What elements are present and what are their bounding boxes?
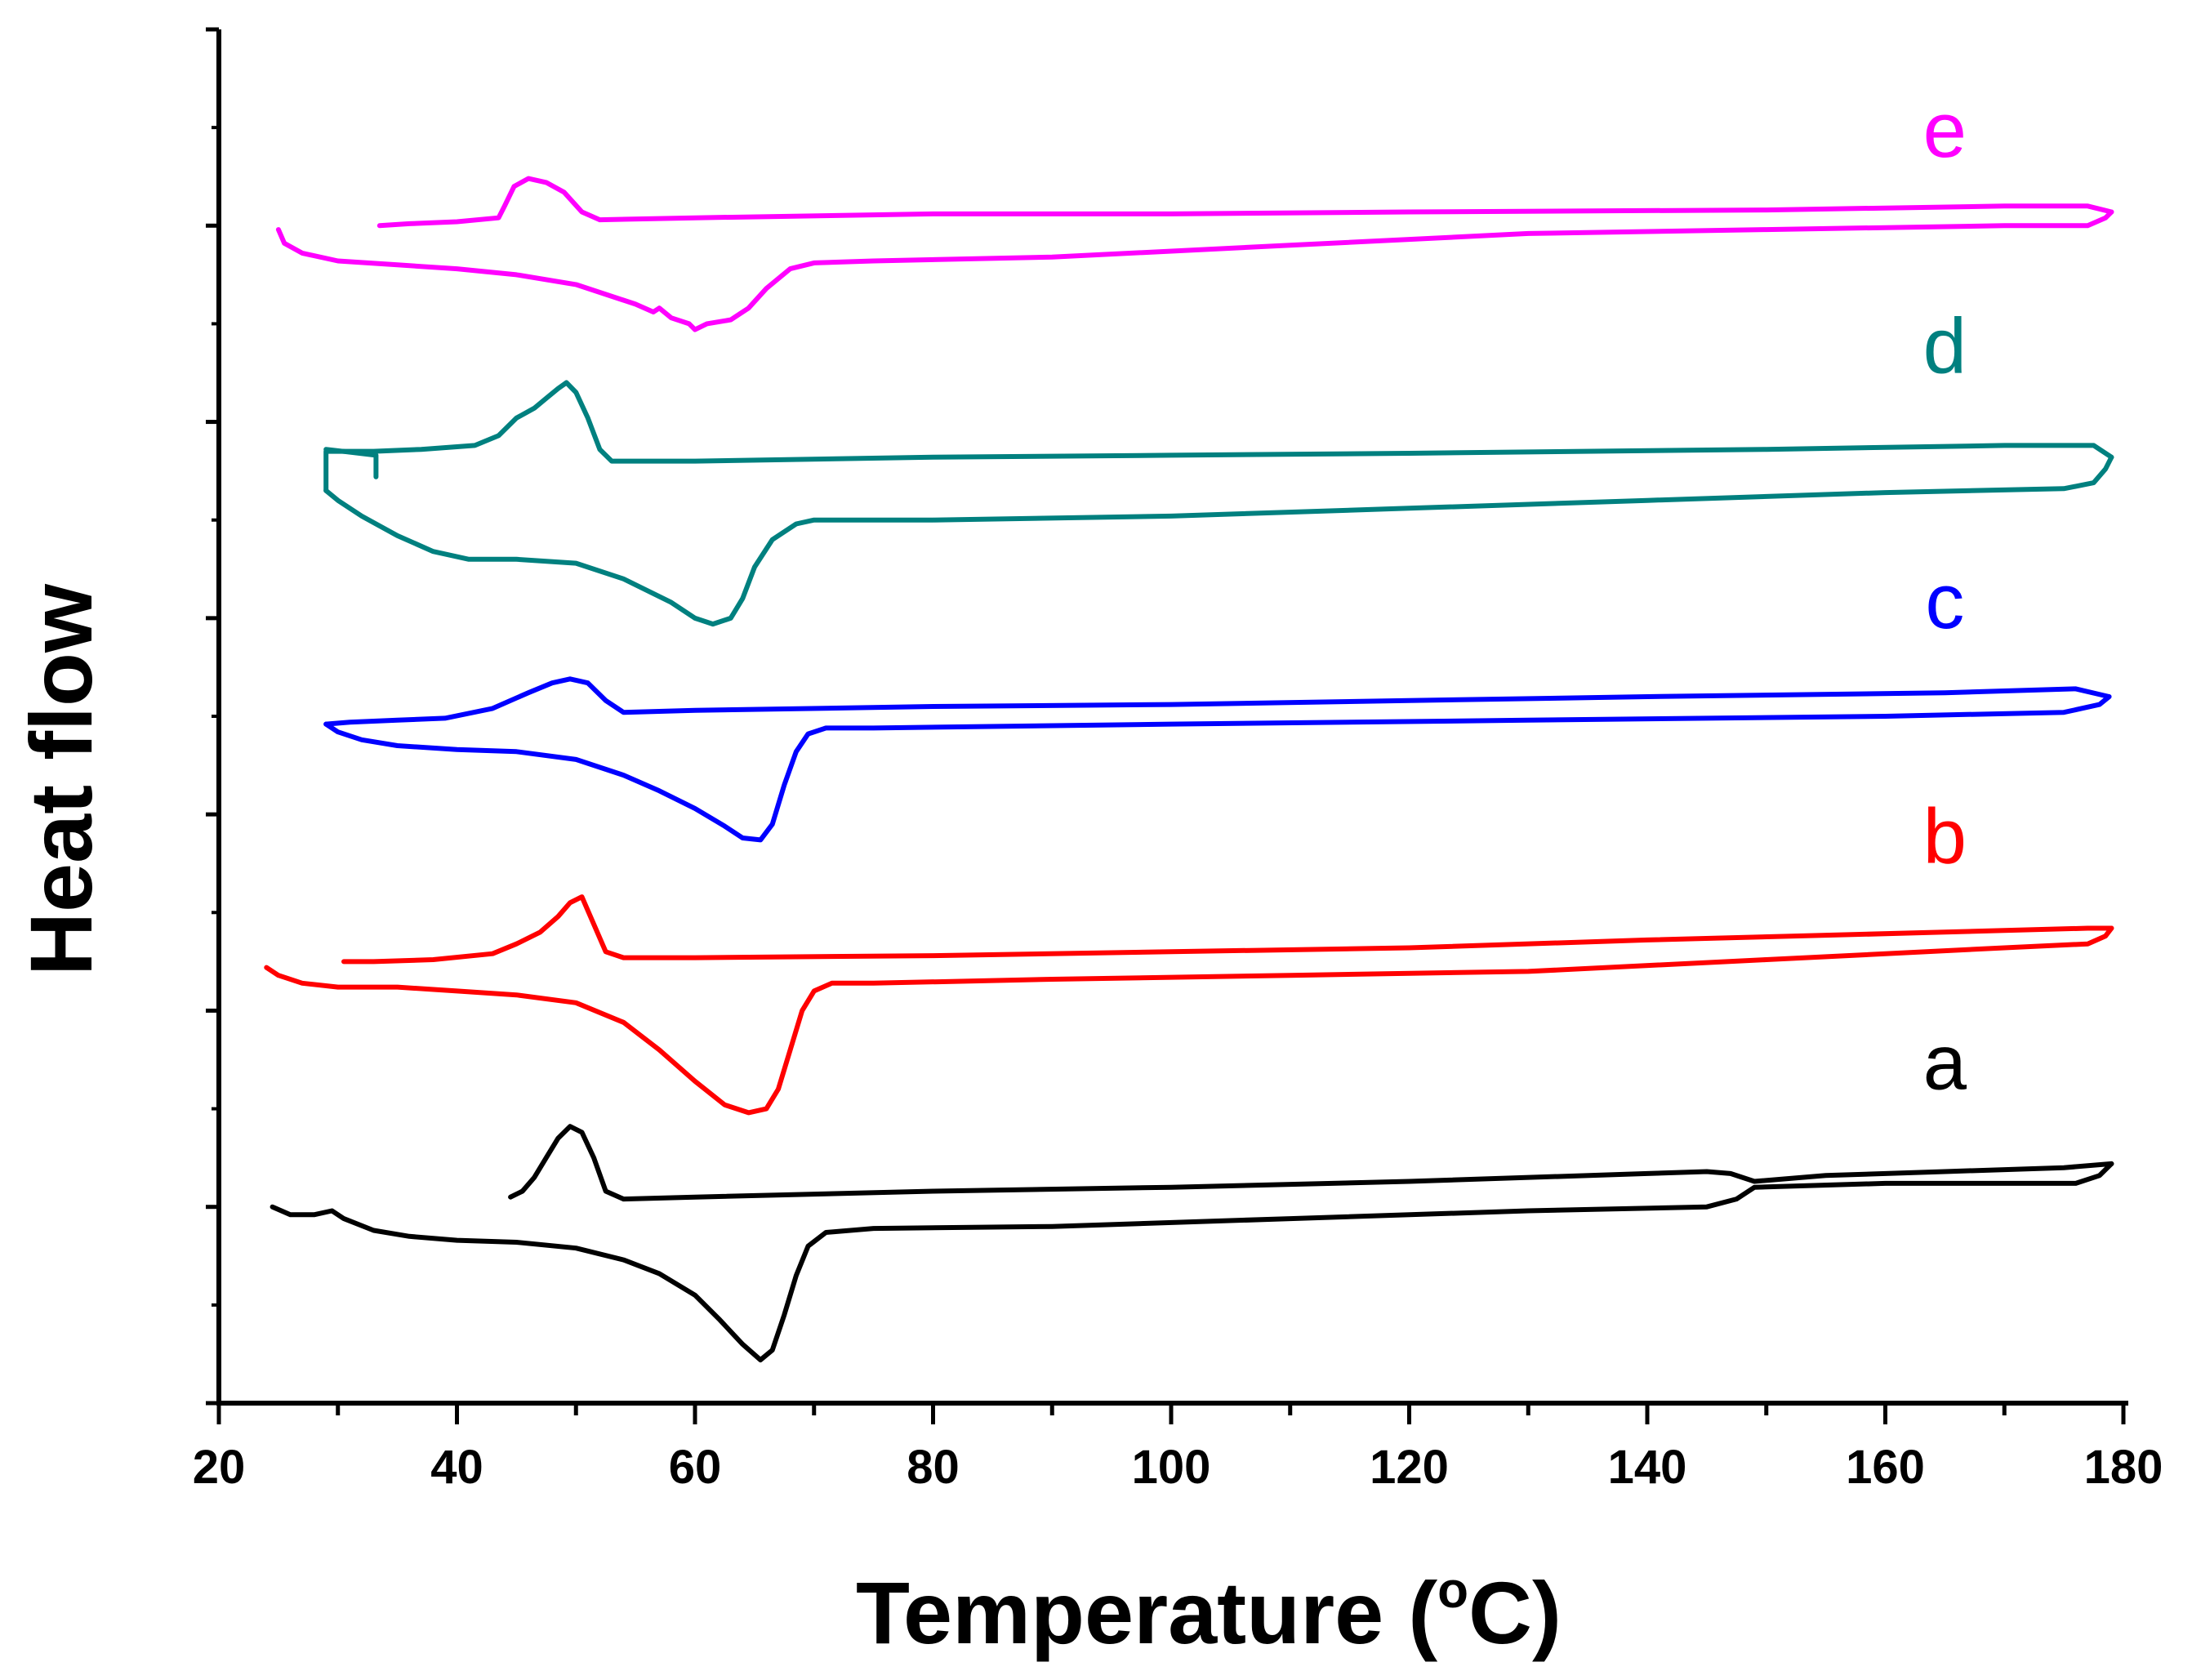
- x-tick-label: 140: [1608, 1441, 1687, 1494]
- y-ticks: [206, 27, 219, 1406]
- series-group: a b c d e: [264, 87, 2114, 1363]
- series-e-label: e: [1923, 87, 1967, 174]
- x-axis: 20 40 60 80 100 120 140 160 180: [193, 1401, 2163, 1494]
- x-tick-label: 40: [430, 1441, 483, 1494]
- series-b-cooling-curve: [341, 894, 2114, 965]
- series-e-cooling-curve: [376, 176, 2114, 229]
- series-d-label: d: [1923, 303, 1967, 390]
- y-axis-title: Heat flow: [11, 583, 110, 976]
- x-axis-title: Temperature (oC): [856, 1562, 1562, 1662]
- x-tick-label: 20: [193, 1441, 246, 1494]
- x-tick-label: 60: [669, 1441, 722, 1494]
- x-tick-label: 120: [1370, 1441, 1449, 1494]
- series-c: c: [323, 558, 2112, 843]
- series-b: b: [264, 793, 2114, 1116]
- series-c-heating-curve: [323, 694, 2112, 843]
- x-tick-label: 100: [1132, 1441, 1211, 1494]
- series-d-extra-curve: [323, 447, 379, 479]
- series-c-cooling-curve: [323, 676, 2112, 727]
- series-d: d: [323, 303, 2114, 627]
- series-a-cooling-curve: [508, 1124, 2114, 1202]
- series-d-cooling-curve: [323, 380, 2114, 493]
- y-axis: [206, 27, 221, 1406]
- x-tick-label: 160: [1846, 1441, 1925, 1494]
- series-e-heating-curve: [275, 209, 2114, 332]
- series-b-heating-curve: [264, 925, 2114, 1116]
- x-tick-labels: 20 40 60 80 100 120 140 160 180: [193, 1441, 2163, 1494]
- series-c-label: c: [1925, 558, 1964, 645]
- x-ticks: [216, 1403, 2126, 1424]
- series-a: a: [270, 1019, 2114, 1363]
- series-d-heating-curve: [323, 454, 2114, 627]
- series-a-heating-curve: [270, 1161, 2114, 1363]
- x-tick-label: 80: [907, 1441, 960, 1494]
- x-tick-label: 180: [2084, 1441, 2163, 1494]
- series-a-label: a: [1923, 1019, 1967, 1107]
- series-e: e: [275, 87, 2114, 332]
- series-b-label: b: [1923, 793, 1967, 880]
